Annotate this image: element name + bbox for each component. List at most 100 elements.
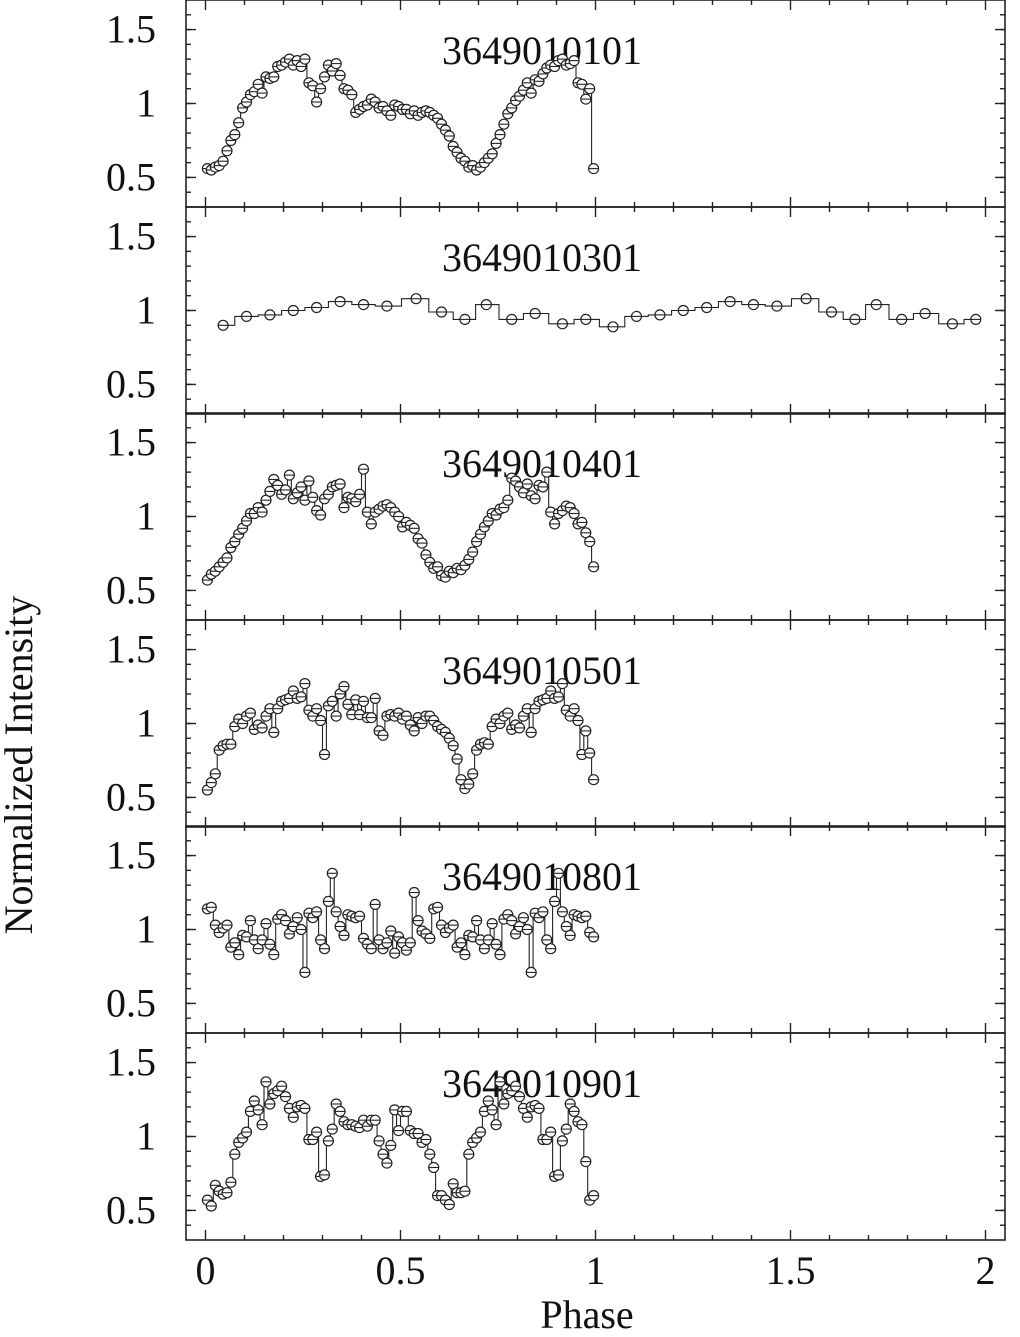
data-point (584, 535, 596, 548)
data-point (221, 145, 233, 157)
data-point (494, 1076, 506, 1088)
data-point (346, 88, 358, 101)
data-point (318, 1169, 331, 1181)
data-point (334, 478, 346, 490)
data-point (260, 1076, 272, 1088)
data-point (482, 1095, 494, 1107)
y-tick-label: 1.5 (106, 7, 156, 52)
data-point (225, 738, 237, 750)
data-point (521, 923, 533, 936)
data-point (677, 304, 689, 317)
data-point (587, 163, 600, 175)
data-point (311, 906, 323, 918)
data-point (357, 695, 370, 707)
data-point (486, 917, 498, 930)
data-point (482, 738, 494, 750)
data-point (354, 488, 366, 500)
data-point (502, 707, 514, 719)
data-point (412, 914, 424, 927)
data-point (318, 748, 331, 761)
data-point (240, 1126, 253, 1138)
data-point (545, 943, 557, 955)
data-point (256, 87, 268, 99)
data-point (334, 1105, 346, 1118)
data-point (357, 299, 370, 311)
data-point (568, 507, 580, 520)
data-point (607, 321, 619, 333)
data-point (513, 722, 526, 734)
data-point (408, 886, 420, 899)
data-point (552, 691, 565, 703)
data-point (373, 1135, 385, 1147)
data-point (229, 1148, 241, 1160)
data-point (467, 546, 479, 558)
y-tick-label: 1 (136, 288, 156, 333)
data-point (556, 906, 569, 918)
data-point (377, 729, 389, 741)
data-point (506, 914, 518, 927)
data-point (295, 923, 307, 936)
data-point (509, 1080, 522, 1092)
data-point (381, 937, 393, 949)
data-point (568, 54, 580, 67)
data-point (654, 309, 666, 321)
x-tick-label: 1 (586, 1248, 606, 1293)
data-point (552, 867, 565, 879)
data-point (318, 943, 331, 955)
data-point (326, 867, 338, 879)
series-line (223, 298, 976, 328)
panel-6: 0.5 1 1.5 3649010901 (106, 1032, 1006, 1241)
data-point (443, 130, 455, 142)
data-point (919, 307, 931, 320)
data-point (825, 306, 838, 318)
y-tick-label: 0.5 (106, 980, 156, 1025)
data-point (435, 306, 448, 318)
y-tick-label: 0.5 (106, 567, 156, 612)
data-point (315, 509, 327, 521)
data-point (521, 478, 533, 490)
data-point (896, 313, 908, 325)
data-point (233, 948, 245, 961)
data-point (946, 318, 959, 330)
x-axis-label: Phase (540, 1292, 633, 1337)
data-point (338, 929, 350, 942)
data-point (443, 1198, 455, 1211)
data-point (517, 912, 530, 924)
data-point (463, 1148, 475, 1160)
y-tick-label: 1.5 (106, 214, 156, 259)
data-point (295, 481, 307, 493)
data-point (369, 692, 381, 705)
data-point (381, 300, 393, 312)
data-point (432, 901, 444, 913)
data-point (490, 938, 502, 950)
panel-title: 3649010901 (442, 1061, 642, 1106)
data-point (525, 87, 537, 99)
data-point (303, 475, 315, 487)
data-point (467, 768, 479, 780)
data-point (354, 910, 366, 922)
panel-2: 0.5 1 1.5 3649010301 (106, 206, 1006, 415)
data-point (564, 929, 576, 942)
data-point (244, 707, 256, 719)
data-point (447, 740, 459, 752)
data-point (334, 296, 346, 308)
data-point (276, 1080, 288, 1092)
data-point (580, 313, 592, 325)
y-tick-label: 1.5 (106, 420, 156, 465)
data-point (248, 1095, 260, 1107)
data-point (322, 895, 334, 908)
data-point (771, 300, 783, 312)
data-point (424, 1148, 436, 1160)
data-point (587, 774, 600, 786)
data-point (365, 518, 377, 530)
y-tick-label: 1.5 (106, 833, 156, 878)
data-point (432, 561, 444, 573)
data-point (260, 917, 272, 930)
data-point (587, 1189, 600, 1202)
data-point (587, 931, 600, 943)
y-tick-label: 1 (136, 81, 156, 126)
data-point (279, 914, 292, 927)
data-point (256, 722, 268, 734)
data-point (576, 516, 588, 529)
